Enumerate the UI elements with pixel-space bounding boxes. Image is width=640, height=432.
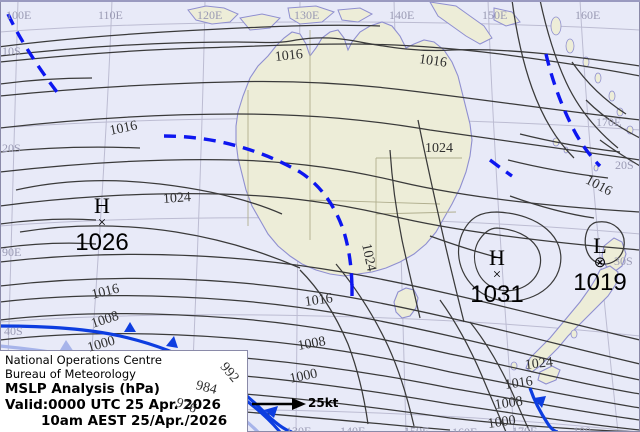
trough-tasman-short (488, 158, 513, 178)
isobar-label-16: 1000 (486, 413, 517, 432)
latitude-label-0: 10S (2, 44, 21, 58)
pressure-centre-value: 1031 (470, 281, 524, 308)
pressure-centre-marker: × (97, 215, 107, 231)
trough-northwest (6, 13, 62, 98)
longitude-label-8: 170E (596, 115, 622, 129)
legend-valid-utc: Valid:0000 UTC 25 Apr. 2026 (5, 397, 221, 413)
longitude-label-5: 150E (482, 8, 508, 22)
wind-scale-arrow (252, 398, 306, 410)
trough-east (544, 53, 602, 168)
pressure-centre-letter: H (489, 245, 505, 270)
longitude-label-10: 140E (340, 424, 366, 432)
landmass-new-zealand (525, 237, 627, 385)
isobar-label-0: 1016 (274, 47, 304, 65)
longitude-label-13: 170E (512, 424, 538, 432)
pressure-centre-l-2: L ⊗ 1019 (560, 233, 640, 296)
islands-pacific (510, 16, 634, 371)
pressure-centre-h-1: H × 1031 (457, 245, 537, 308)
longitude-label-2: 120E (197, 8, 223, 22)
legend-organisation-line1: National Operations Centre (5, 353, 162, 367)
longitude-label-4: 140E (389, 8, 415, 22)
legend-title: MSLP Analysis (hPa) (5, 381, 160, 397)
legend-organisation-line2: Bureau of Meteorology (5, 366, 136, 381)
landmass-australia (235, 21, 473, 319)
isobar-label-4: 1024 (162, 190, 192, 207)
pressure-centre-marker: ⊗ (593, 255, 607, 271)
pressure-centre-letter: L (593, 233, 607, 258)
pressure-centre-value: 1026 (75, 229, 129, 256)
trough-lines (6, 13, 602, 293)
pressure-centre-h-0: H × 1026 (62, 193, 142, 256)
longitude-label-11: 150E (404, 424, 430, 432)
latitude-label-4: 40S (4, 324, 23, 338)
wind-scale-label: 25kt (308, 396, 339, 410)
pressure-centre-marker: × (492, 267, 502, 283)
islands-north (187, 1, 521, 45)
pressure-centre-letter: H (94, 193, 110, 218)
legend-panel: National Operations Centre Bureau of Met… (0, 350, 248, 432)
latitude-label-2: 20S (615, 158, 634, 172)
pressure-centre-value: 1019 (573, 269, 627, 296)
latitude-label-3: 30S (614, 254, 633, 268)
longitude-label-7: 90E (2, 245, 22, 259)
longitude-label-1: 110E (98, 8, 123, 22)
longitude-label-9: 130E (286, 424, 312, 432)
latitude-label-1: 20S (2, 141, 21, 155)
isobar-label-5: 1024 (425, 141, 453, 156)
legend-valid-local: 10am AEST 25/Apr./2026 (41, 413, 228, 429)
longitude-label-12: 160E (452, 425, 478, 432)
longitude-label-14: 180 (573, 424, 591, 432)
longitude-label-3: 130E (294, 8, 320, 22)
trough-central (163, 134, 354, 293)
longitude-label-0: 100E (6, 8, 32, 22)
longitude-label-6: 160E (575, 8, 601, 22)
isobar-label-13: 1024 (524, 355, 554, 373)
